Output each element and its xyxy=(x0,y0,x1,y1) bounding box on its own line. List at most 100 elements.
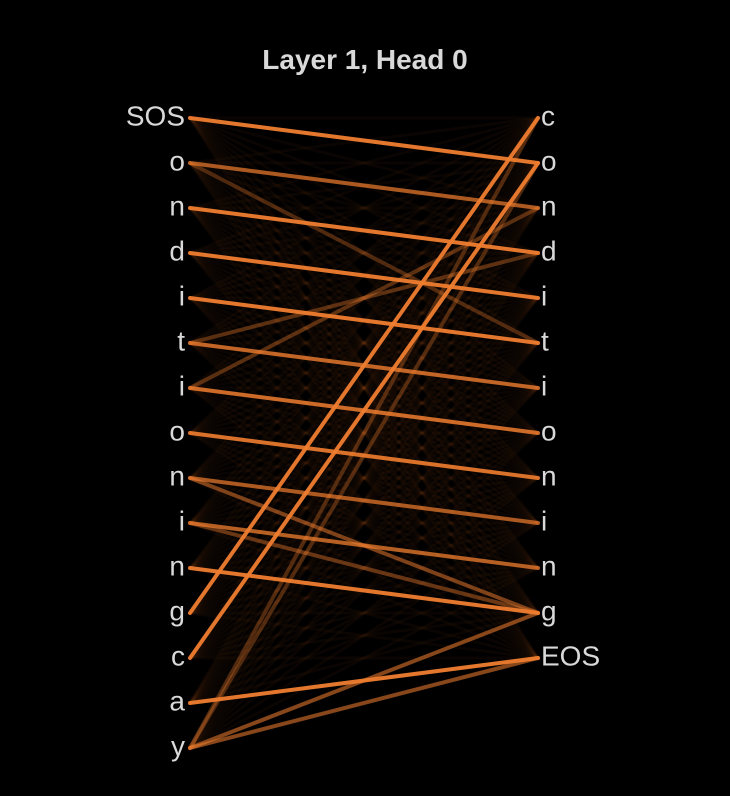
attention-link xyxy=(188,476,540,615)
faint-attention-link xyxy=(188,386,540,750)
faint-attention-link xyxy=(188,207,540,749)
left-token: o xyxy=(169,145,185,176)
right-token: o xyxy=(541,415,557,446)
faint-attention-link xyxy=(188,251,540,615)
faint-attention-link xyxy=(189,341,539,435)
faint-attention-link xyxy=(188,206,540,570)
right-token: o xyxy=(541,145,557,176)
attention-link xyxy=(188,251,540,345)
faint-attention-link xyxy=(189,251,539,345)
faint-attention-link xyxy=(188,116,540,480)
left-token: n xyxy=(169,460,185,491)
faint-attention-link xyxy=(189,296,539,480)
faint-attention-link xyxy=(188,297,540,749)
left-token: SOS xyxy=(126,100,185,131)
attention-link xyxy=(188,116,540,750)
faint-attention-link xyxy=(189,296,539,570)
faint-attention-link xyxy=(189,161,539,255)
left-token: n xyxy=(169,190,185,221)
faint-attention-link xyxy=(188,206,540,570)
faint-attention-link xyxy=(189,341,539,435)
faint-attention-link xyxy=(189,521,539,615)
faint-attention-link xyxy=(189,206,539,300)
left-token: i xyxy=(179,505,185,536)
attention-link xyxy=(188,161,540,345)
faint-attention-link xyxy=(189,161,539,435)
left-token: t xyxy=(177,325,185,356)
faint-attention-link xyxy=(189,206,539,480)
faint-attention-link xyxy=(188,161,540,525)
faint-attention-link xyxy=(189,341,539,615)
faint-attention-link xyxy=(189,251,539,525)
right-token: EOS xyxy=(541,640,600,671)
faint-attention-link xyxy=(189,206,539,390)
faint-attention-link xyxy=(189,296,539,570)
faint-attention-link xyxy=(189,476,539,660)
faint-attention-link xyxy=(189,611,539,660)
faint-attention-link xyxy=(189,566,539,660)
faint-attention-link xyxy=(188,207,540,659)
faint-attention-link xyxy=(189,161,539,345)
attention-link xyxy=(188,521,540,615)
left-token: i xyxy=(179,370,185,401)
right-token: n xyxy=(541,190,557,221)
right-token: d xyxy=(541,235,557,266)
left-token: g xyxy=(169,595,185,626)
faint-attention-link xyxy=(189,296,539,480)
attention-link xyxy=(188,296,540,345)
faint-attention-link xyxy=(189,386,539,570)
faint-attention-link xyxy=(188,117,540,569)
faint-attention-link xyxy=(188,296,540,660)
chart-title: Layer 1, Head 0 xyxy=(262,44,468,75)
faint-attention-link xyxy=(189,566,539,660)
faint-attention-link xyxy=(189,476,539,750)
faint-attention-link xyxy=(189,386,539,480)
faint-attention-link xyxy=(189,116,539,300)
faint-attention-link xyxy=(189,386,539,480)
faint-attention-link xyxy=(189,611,539,705)
faint-attention-link xyxy=(189,341,539,525)
faint-attention-link xyxy=(188,117,540,749)
faint-attention-link xyxy=(189,386,539,570)
attention-link xyxy=(188,251,540,300)
attention-link xyxy=(188,656,540,750)
attention-link xyxy=(188,206,540,390)
attention-link xyxy=(188,611,540,750)
faint-attention-link xyxy=(189,296,539,390)
right-token: t xyxy=(541,325,549,356)
left-token: c xyxy=(171,640,185,671)
faint-attention-link xyxy=(188,341,540,705)
right-token: n xyxy=(541,550,557,581)
faint-attention-link xyxy=(188,207,540,659)
faint-attention-link xyxy=(189,386,539,660)
faint-attention-link xyxy=(189,206,539,390)
faint-attention-link xyxy=(189,116,539,300)
faint-attention-link xyxy=(189,431,539,615)
left-token: i xyxy=(179,280,185,311)
faint-attention-link xyxy=(188,162,540,704)
faint-attention-link xyxy=(189,251,539,525)
faint-attention-link xyxy=(188,252,540,704)
faint-attention-link xyxy=(189,431,539,525)
faint-attention-link xyxy=(189,431,539,525)
faint-attention-link xyxy=(189,161,539,435)
attention-link xyxy=(188,116,540,165)
attention-link xyxy=(188,161,540,660)
left-token: a xyxy=(169,685,185,716)
attention-link xyxy=(188,431,540,480)
faint-attention-link xyxy=(189,521,539,615)
faint-attention-link xyxy=(188,296,540,660)
attention-link xyxy=(188,476,540,525)
faint-attention-link xyxy=(189,521,539,705)
faint-attention-link xyxy=(189,611,539,660)
faint-attention-link xyxy=(188,117,540,659)
right-token: c xyxy=(541,100,555,131)
faint-attention-link xyxy=(189,206,539,300)
faint-attention-link xyxy=(189,251,539,435)
attention-link xyxy=(188,161,540,750)
left-token: n xyxy=(169,550,185,581)
faint-attention-link xyxy=(189,251,539,435)
left-token: o xyxy=(169,415,185,446)
faint-attention-link xyxy=(188,251,540,615)
